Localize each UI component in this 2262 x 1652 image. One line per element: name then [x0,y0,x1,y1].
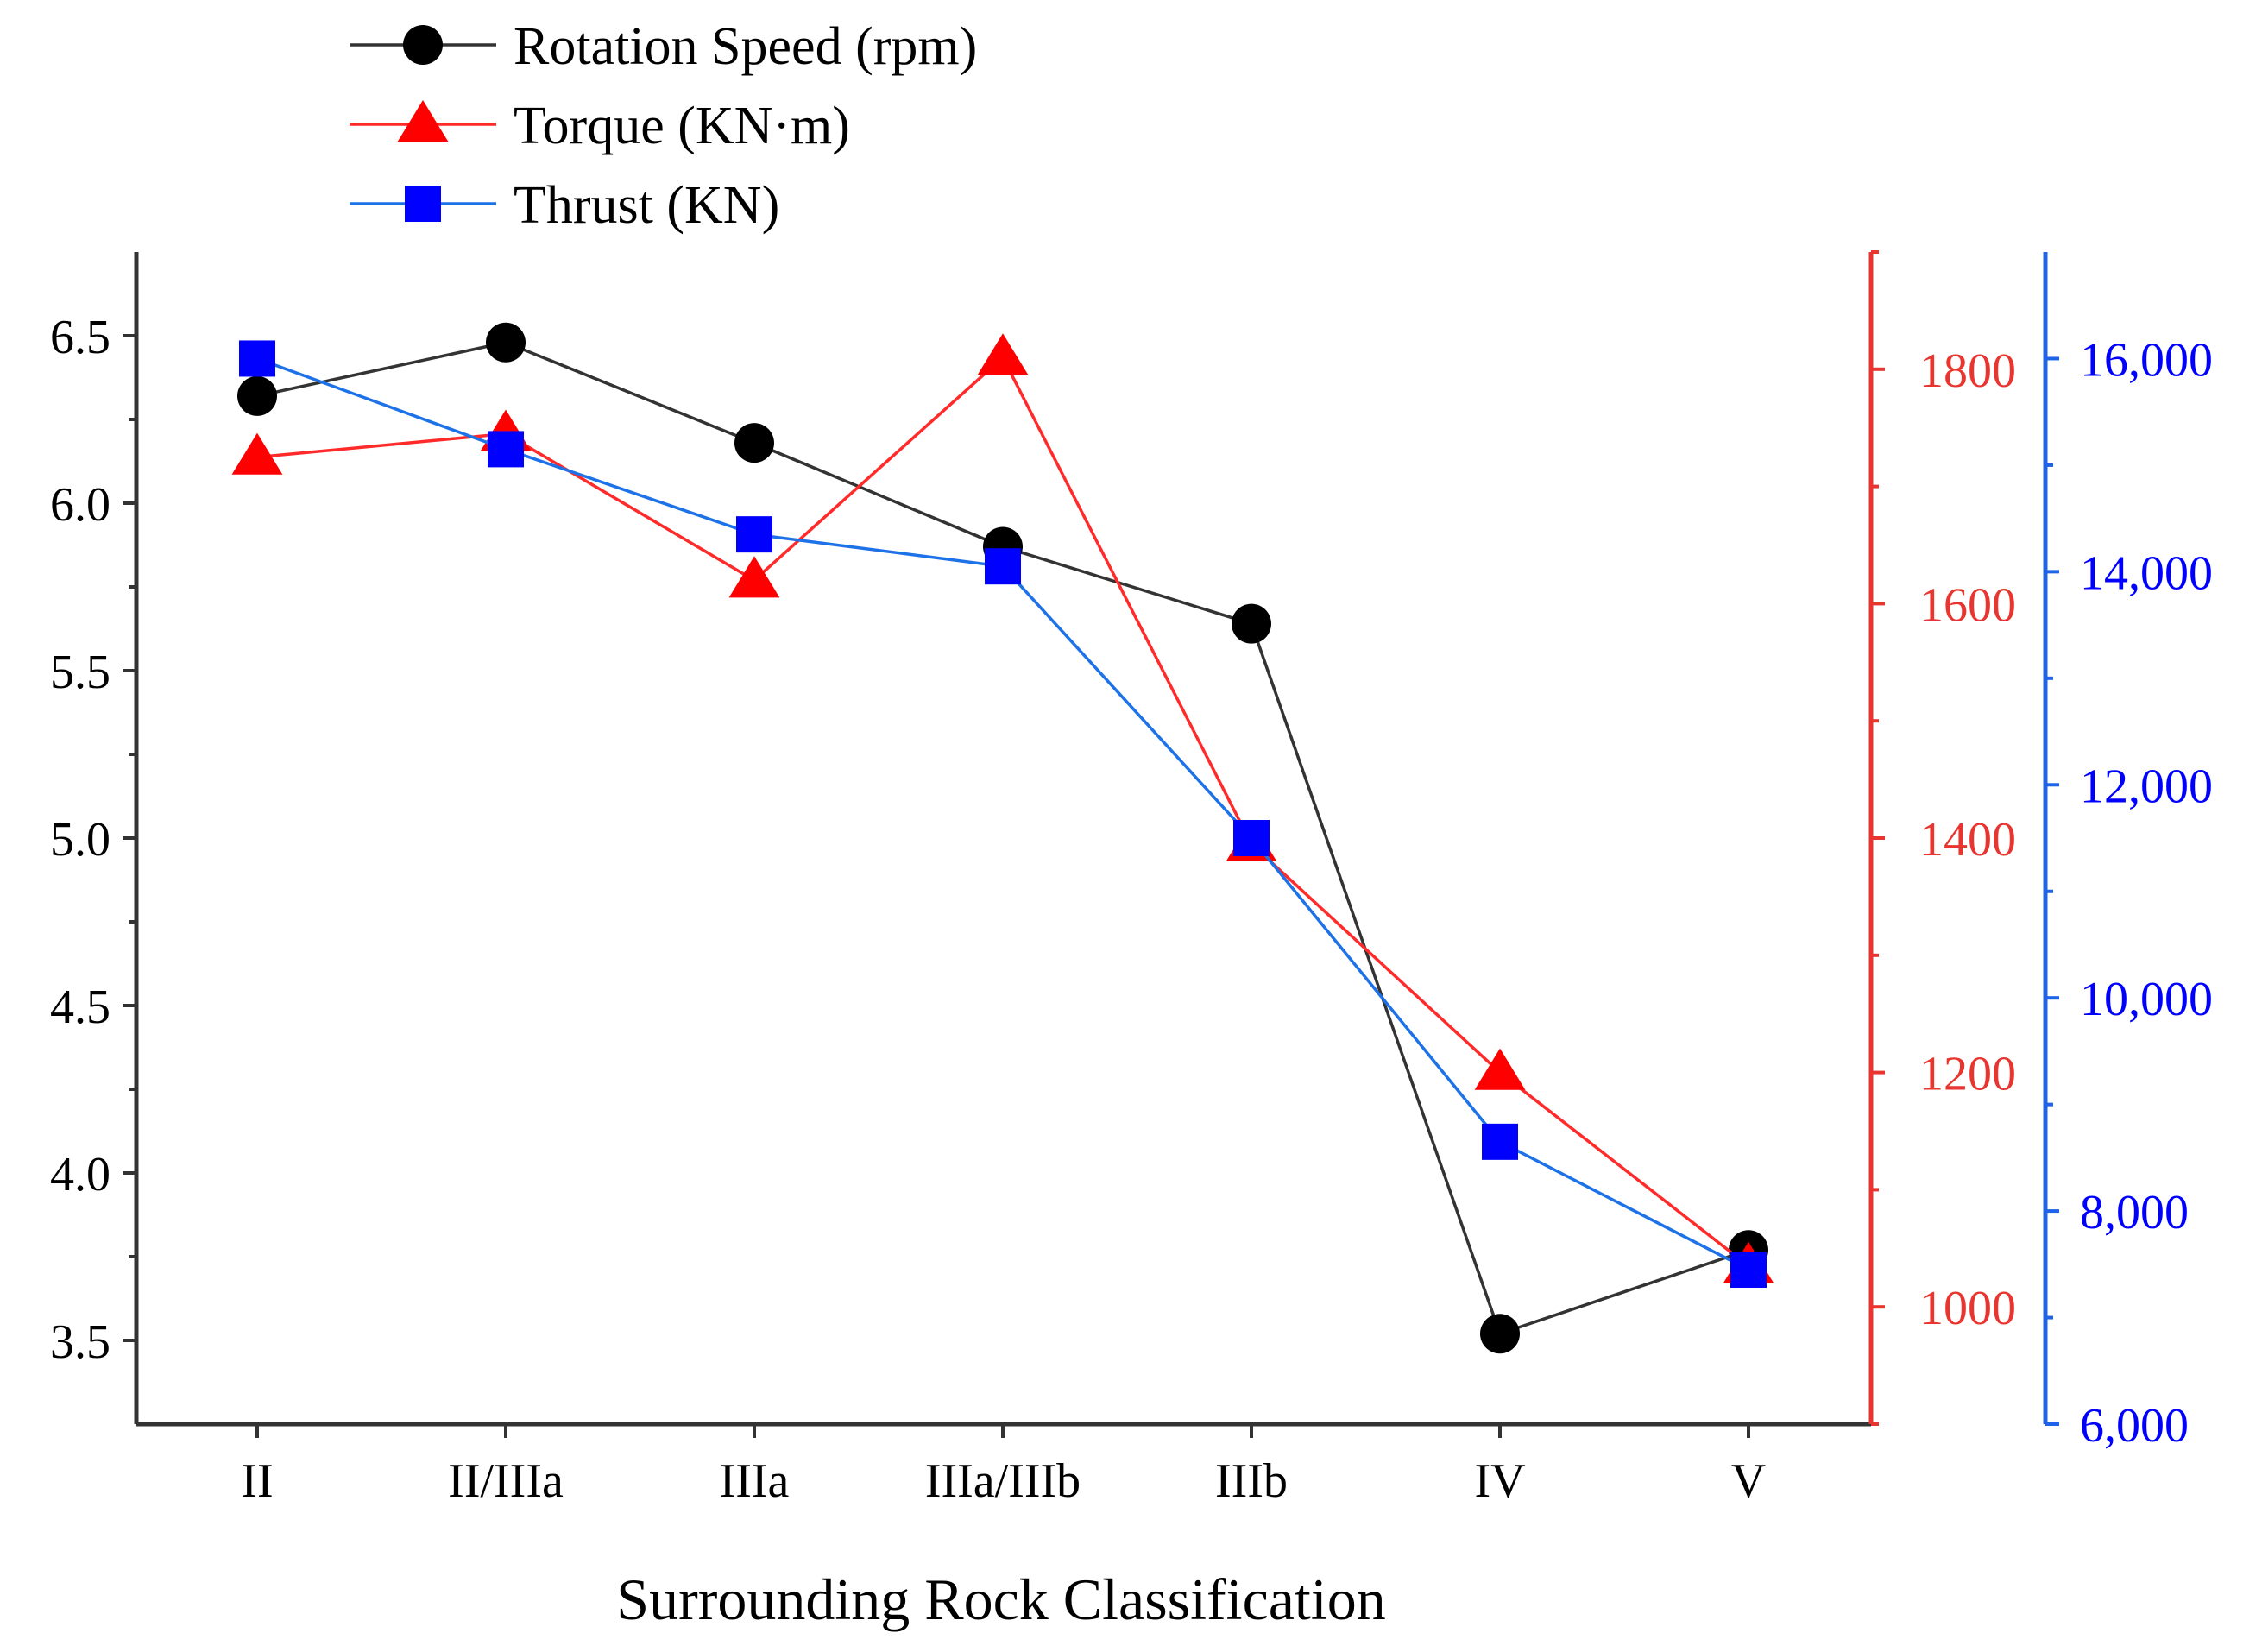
data-point-triangle [728,556,780,598]
right-axis-thrust-tick-label: 14,000 [2080,546,2213,600]
data-point-triangle [977,333,1029,375]
right-axis-thrust-tick-label: 16,000 [2080,333,2213,387]
series-line-segment [256,432,507,459]
series-line-segment [1499,1248,1749,1335]
data-point-circle [734,423,774,463]
series-line-segment [753,533,1004,568]
series-line-segment [505,432,755,582]
series-line-segment [1250,623,1502,1334]
data-point-triangle [1474,1048,1526,1090]
series-circle [237,322,1768,1354]
right-axis-torque-tick-label: 1000 [1919,1282,2016,1335]
legend-label: Torque (KN·m) [514,97,850,155]
x-axis-tick-label: IV [1474,1454,1525,1508]
data-point-square [736,516,772,553]
legend-label: Rotation Speed (rpm) [514,17,977,76]
left-axis-tick-label: 5.0 [50,813,110,867]
x-axis-tick-label: IIIb [1215,1454,1288,1508]
series-line-segment [1001,356,1253,845]
series-line-segment [1001,565,1253,840]
axes: 3.5 4.0 4.5 5.0 5.5 6.0 6.5 II II/IIIa IIIa IIIa/I… [50,250,2213,1508]
legend: Rotation Speed (rpm) Torque (KN·m) Thrust … [350,17,977,235]
legend-item: Rotation Speed (rpm) [350,17,977,76]
series-line-segment [753,441,1004,549]
series-line-segment [1498,1071,1750,1268]
right-axis-thrust-tick-label: 12,000 [2080,760,2213,813]
left-axis-tick-label: 3.5 [50,1315,110,1369]
series-line-segment [505,341,755,445]
right-axis-thrust-tick-label: 6,000 [2080,1399,2189,1453]
legend-label: Thrust (KN) [514,176,779,235]
data-point-circle [1480,1314,1520,1354]
series-line-segment [505,447,755,536]
x-axis-tick-label: IIIa/IIIb [925,1454,1081,1508]
right-axis-torque-tick-label: 1400 [1919,813,2016,867]
left-axis-tick-label: 6.5 [50,311,110,364]
right-axis-torque-tick-label: 1800 [1919,344,2016,398]
legend-marker-circle [403,25,443,65]
data-point-square [985,548,1021,585]
series-line-segment [1499,1140,1749,1271]
x-axis-tick-label: V [1731,1454,1766,1508]
series [231,322,1774,1354]
series-square [239,340,1767,1288]
series-line-segment [1250,836,1502,1143]
series-triangle [231,333,1774,1283]
x-axis-tick-label: II/IIIa [448,1454,564,1508]
data-point-circle [1232,603,1271,644]
legend-item: Torque (KN·m) [350,97,850,155]
right-axis-thrust-tick-label: 10,000 [2080,973,2213,1026]
right-axis-torque-tick-label: 1600 [1919,578,2016,632]
right-axis-thrust-tick-label: 8,000 [2080,1186,2189,1239]
data-point-square [1730,1251,1767,1288]
data-point-square [488,431,524,468]
series-line-segment [1250,842,1502,1074]
left-axis-tick-label: 4.5 [50,980,110,1034]
x-axis-tick-label: IIIa [720,1454,790,1508]
right-axis-torque-tick-label: 1200 [1919,1048,2016,1101]
series-line-segment [256,341,507,398]
legend-item: Thrust (KN) [350,176,779,235]
data-point-circle [486,322,526,363]
left-axis-tick-label: 5.5 [50,646,110,699]
x-axis-tick-label: II [241,1454,273,1508]
data-point-triangle [231,432,283,475]
x-axis-title: Surrounding Rock Classification [616,1567,1385,1632]
data-point-circle [237,375,277,416]
left-axis-tick-label: 6.0 [50,478,110,532]
series-line-segment [256,356,507,451]
data-point-square [1233,820,1270,856]
left-axis-tick-label: 4.0 [50,1148,110,1201]
legend-marker-square [405,186,441,222]
data-point-square [239,340,275,377]
data-point-square [1482,1123,1518,1160]
series-line-segment [1002,545,1252,626]
legend-marker-triangle [397,100,449,142]
series-line-segment [753,356,1005,582]
